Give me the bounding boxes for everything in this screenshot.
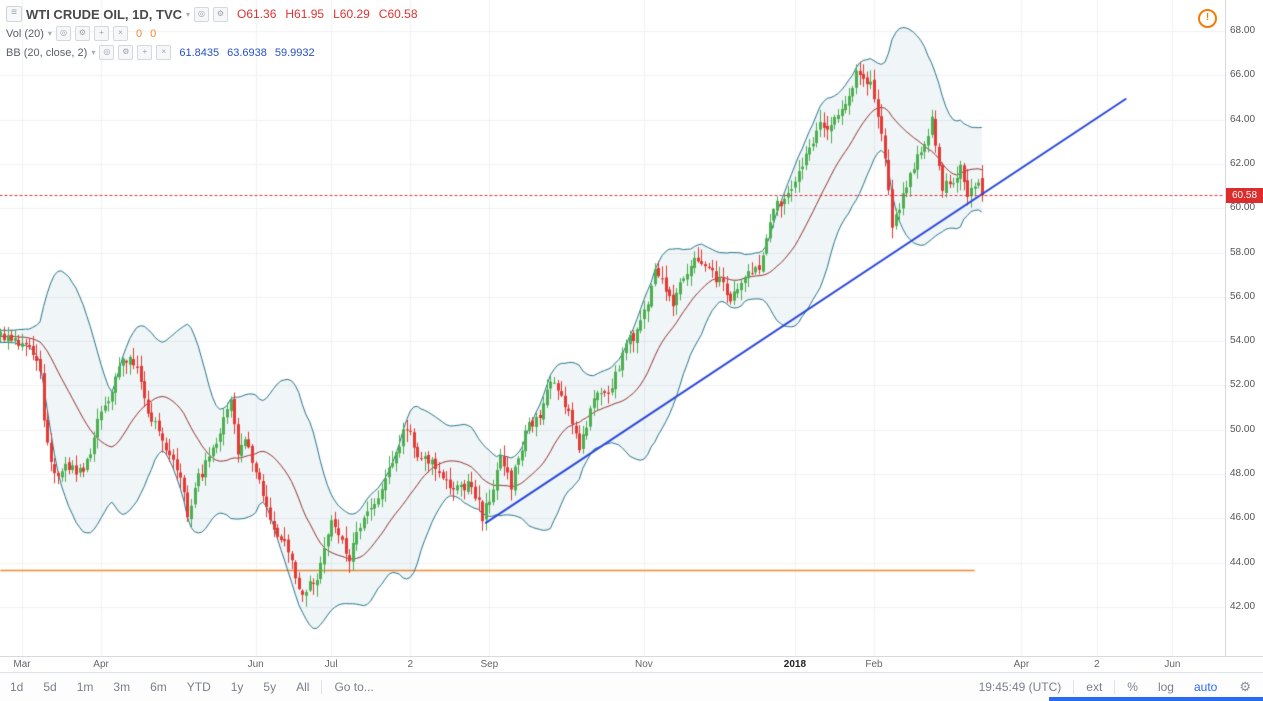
eye-icon[interactable]: ◎ bbox=[55, 26, 71, 41]
price-axis-label: 56.00 bbox=[1230, 290, 1256, 302]
chart-settings-gear-icon[interactable]: ⚙ bbox=[1239, 679, 1251, 694]
time-axis-label: Jul bbox=[324, 659, 338, 670]
goto-button[interactable]: Go to... bbox=[334, 680, 374, 694]
range-5y-button[interactable]: 5y bbox=[263, 680, 277, 694]
toolbar-separator bbox=[1073, 680, 1075, 694]
time-axis-label: 2 bbox=[407, 659, 414, 670]
range-1y-button[interactable]: 1y bbox=[230, 680, 244, 694]
price-axis-label: 50.00 bbox=[1230, 423, 1256, 435]
price-axis-label: 46.00 bbox=[1230, 512, 1256, 524]
time-axis[interactable]: Mar Apr Jun Jul 2 Sep Nov 2018 Feb Apr 2 Jun bbox=[0, 656, 1263, 673]
chevron-down-icon[interactable]: ▾ bbox=[47, 29, 52, 38]
chart-legend: ≡ WTI CRUDE OIL, 1D, TVC ▾ ◎ ⚙ O61.36 H6… bbox=[6, 6, 418, 64]
time-axis-label: Sep bbox=[480, 659, 499, 670]
clock-utc-button[interactable]: 19:45:49 (UTC) bbox=[978, 680, 1062, 694]
volume-value: 0 bbox=[135, 27, 143, 40]
price-axis-label: 58.00 bbox=[1230, 246, 1256, 258]
time-axis-label: 2 bbox=[1094, 659, 1100, 670]
price-axis-label: 64.00 bbox=[1230, 113, 1256, 125]
price-axis-label: 54.00 bbox=[1230, 335, 1256, 347]
time-axis-label: Apr bbox=[1013, 659, 1030, 670]
last-price-badge: 60.58 bbox=[1226, 187, 1263, 203]
time-axis-label: Apr bbox=[93, 659, 109, 670]
range-all-button[interactable]: All bbox=[296, 680, 310, 694]
price-axis-label: 52.00 bbox=[1230, 379, 1256, 391]
volume-indicator-row: Vol (20) ▾ ◎ ⚙ + × 0 0 bbox=[6, 26, 418, 41]
legend-collapse-icon[interactable]: ≡ bbox=[6, 6, 22, 22]
ohlc-high: H61.95 bbox=[285, 7, 325, 21]
eye-icon[interactable]: ◎ bbox=[194, 6, 210, 22]
range-ytd-button[interactable]: YTD bbox=[186, 680, 211, 694]
price-axis-label: 42.00 bbox=[1230, 601, 1256, 612]
price-chart-canvas[interactable] bbox=[0, 0, 1225, 656]
volume-indicator-label[interactable]: Vol (20) bbox=[6, 27, 44, 40]
bb-upper-value: 63.6938 bbox=[227, 46, 267, 59]
symbol-legend-row: ≡ WTI CRUDE OIL, 1D, TVC ▾ ◎ ⚙ O61.36 H6… bbox=[6, 6, 418, 22]
bottom-blue-strip bbox=[1049, 697, 1263, 701]
time-axis-label: Jun bbox=[1164, 659, 1181, 670]
range-1m-button[interactable]: 1m bbox=[76, 680, 94, 694]
price-axis-label: 62.00 bbox=[1230, 157, 1256, 169]
volume-ma-value: 0 bbox=[150, 27, 157, 40]
percent-scale-toggle[interactable]: % bbox=[1127, 680, 1138, 694]
range-1d-button[interactable]: 1d bbox=[10, 680, 24, 694]
auto-scale-toggle[interactable]: auto bbox=[1193, 680, 1218, 694]
range-3m-button[interactable]: 3m bbox=[113, 680, 131, 694]
bb-indicator-row: BB (20, close, 2) ▾ ◎ ⚙ + × 61.8435 63.6… bbox=[6, 45, 418, 60]
plus-icon[interactable]: + bbox=[93, 26, 109, 41]
plus-icon[interactable]: + bbox=[137, 45, 153, 60]
price-axis[interactable]: 60.58 68.00 66.00 64.00 62.00 60.00 58.00 56.0… bbox=[1225, 0, 1263, 656]
price-axis-label: 68.00 bbox=[1230, 25, 1256, 36]
gear-icon[interactable]: ⚙ bbox=[74, 26, 90, 41]
alert-icon[interactable]: ! bbox=[1198, 9, 1217, 28]
time-axis-label: 2018 bbox=[783, 659, 807, 670]
time-axis-label: Mar bbox=[13, 659, 31, 670]
ohlc-close: C60.58 bbox=[378, 7, 418, 21]
extended-hours-toggle[interactable]: ext bbox=[1086, 680, 1103, 694]
eye-icon[interactable]: ◎ bbox=[99, 45, 115, 60]
bb-lower-value: 59.9932 bbox=[274, 46, 315, 59]
chevron-down-icon[interactable]: ▾ bbox=[186, 9, 191, 19]
range-6m-button[interactable]: 6m bbox=[150, 680, 167, 694]
bb-basis-value: 61.8435 bbox=[179, 46, 220, 59]
price-axis-label: 48.00 bbox=[1230, 468, 1256, 480]
price-axis-label: 44.00 bbox=[1230, 556, 1256, 568]
log-scale-toggle[interactable]: log bbox=[1157, 680, 1174, 694]
chart-region: ≡ WTI CRUDE OIL, 1D, TVC ▾ ◎ ⚙ O61.36 H6… bbox=[0, 0, 1263, 673]
price-axis-label: 66.00 bbox=[1230, 69, 1256, 81]
toolbar-separator bbox=[321, 680, 323, 694]
time-axis-label: Nov bbox=[635, 659, 653, 670]
close-icon[interactable]: × bbox=[156, 45, 172, 60]
range-5d-button[interactable]: 5d bbox=[43, 680, 57, 694]
bb-indicator-label[interactable]: BB (20, close, 2) bbox=[6, 46, 88, 59]
ohlc-open: O61.36 bbox=[237, 7, 277, 21]
time-axis-label: Jun bbox=[247, 659, 264, 670]
symbol-title[interactable]: WTI CRUDE OIL, 1D, TVC bbox=[26, 6, 182, 22]
chevron-down-icon[interactable]: ▾ bbox=[91, 48, 96, 57]
gear-icon[interactable]: ⚙ bbox=[118, 45, 134, 60]
toolbar-separator bbox=[1114, 680, 1116, 694]
close-icon[interactable]: × bbox=[112, 26, 128, 41]
time-axis-label: Feb bbox=[865, 659, 883, 670]
bottom-toolbar: 1d 5d 1m 3m 6m YTD 1y 5y All Go to... 19… bbox=[0, 672, 1263, 701]
ohlc-low: L60.29 bbox=[333, 7, 370, 21]
gear-icon[interactable]: ⚙ bbox=[213, 6, 229, 22]
price-axis-label: 60.00 bbox=[1230, 202, 1256, 214]
